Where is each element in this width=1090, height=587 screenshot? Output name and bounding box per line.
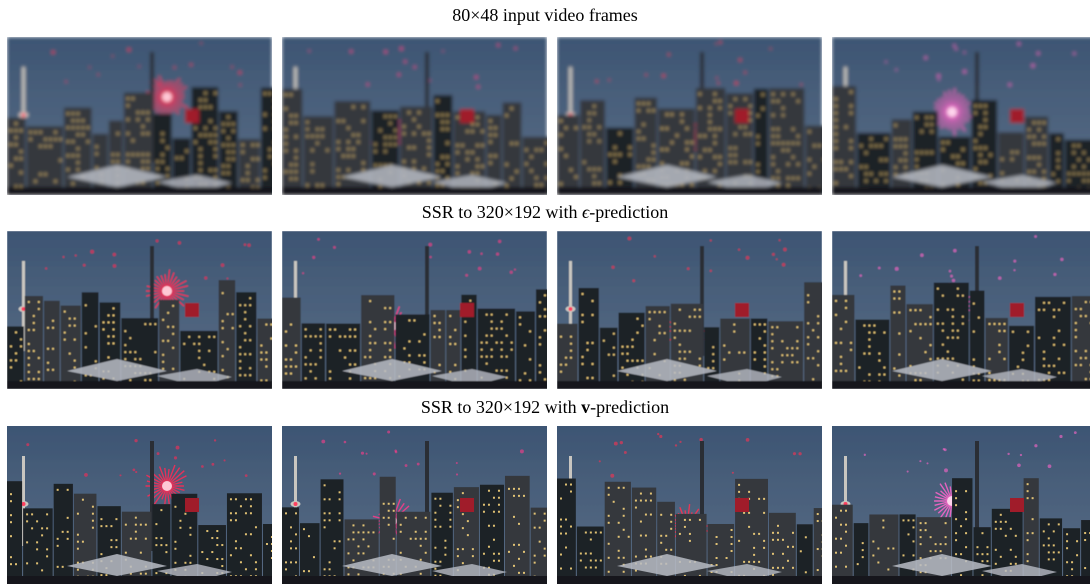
row-1-caption: 80×48 input video frames [0,4,1090,26]
video-frame-2-1 [7,231,272,389]
video-frame-3-2 [282,426,547,584]
video-frame-2-2 [282,231,547,389]
row-2-caption: SSR to 320×192 with ϵ-prediction [0,201,1090,223]
row-epsilon-prediction [0,231,1090,389]
row-2-caption-post: -prediction [589,202,669,222]
row-3-caption-pre: SSR to 320×192 with [420,397,582,417]
video-frame-2-4 [832,231,1090,389]
row-3-caption: SSR to 320×192 with v-prediction [0,396,1090,418]
video-frame-3-1 [7,426,272,584]
video-frame-3-4 [832,426,1090,584]
row-3-caption-post: -prediction [590,397,670,417]
row-1-caption-pre: 80×48 input video frames [452,5,638,25]
row-input-frames [0,37,1090,195]
video-frame-1-4 [832,37,1090,195]
video-frame-1-3 [557,37,822,195]
video-frame-2-3 [557,231,822,389]
video-frame-1-1 [7,37,272,195]
row-v-prediction [0,426,1090,584]
row-3-caption-symbol: v [581,397,591,417]
video-frame-1-2 [282,37,547,195]
row-2-caption-symbol: ϵ [581,202,590,222]
video-frame-3-3 [557,426,822,584]
row-2-caption-pre: SSR to 320×192 with [421,202,582,222]
